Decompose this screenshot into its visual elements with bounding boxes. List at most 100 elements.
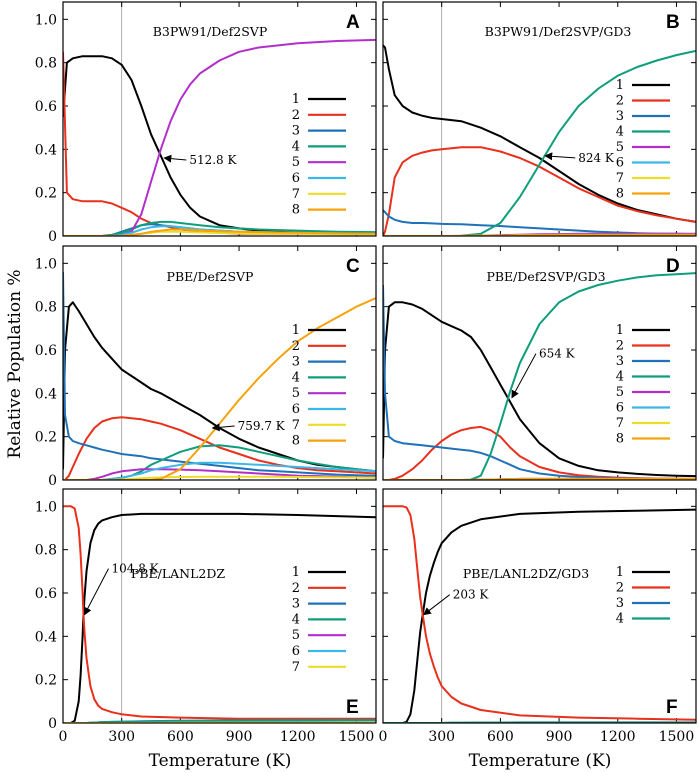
x-tick-label: 1200 [600, 729, 636, 745]
annotation-arrow [511, 353, 537, 399]
y-tick-label: 0.6 [35, 586, 57, 602]
legend-label-4: 4 [292, 139, 300, 154]
series-group [383, 505, 696, 723]
x-tick-label: 0 [379, 729, 388, 745]
series-group [63, 271, 376, 480]
series-line-2 [383, 505, 696, 721]
legend-label-6: 6 [292, 644, 300, 659]
annotation-arrow [422, 594, 451, 616]
annotation-arrow [211, 423, 235, 432]
y-tick-label: 0.4 [35, 386, 57, 402]
panel-A: 0 0.2 0.4 0.6 0.8 1.0 B3PW91/Def2SVP A 512.8 K 12… [35, 1, 377, 245]
x-axis-label-left: Temperature (K) [149, 751, 292, 771]
legend-label-3: 3 [292, 124, 300, 139]
legend-label-8: 8 [616, 187, 624, 202]
annotation-label: 759.7 K [238, 419, 286, 433]
legend-label-1: 1 [292, 565, 300, 580]
legend-label-8: 8 [292, 203, 300, 218]
x-tick-label: 1500 [659, 729, 695, 745]
x-tick-label: 600 [167, 729, 194, 745]
series-line-3 [63, 271, 376, 477]
legend-label-5: 5 [616, 140, 624, 155]
series-line-1 [383, 44, 696, 223]
legend-label-1: 1 [616, 323, 624, 338]
legend-label-3: 3 [616, 354, 624, 369]
legend-label-8: 8 [292, 434, 300, 449]
legend-label-2: 2 [616, 581, 624, 596]
legend-label-7: 7 [292, 660, 300, 675]
series-group [63, 38, 376, 236]
x-tick-label: 600 [487, 729, 514, 745]
series-line-8 [63, 297, 376, 480]
y-tick-label: 1.0 [35, 499, 57, 515]
legend-label-7: 7 [292, 187, 300, 202]
y-tick-label: 0 [48, 229, 57, 245]
y-tick-label: 0.8 [35, 543, 57, 559]
y-tick-label: 0.6 [35, 343, 57, 359]
legend-label-5: 5 [616, 385, 624, 400]
series-line-2 [63, 416, 376, 480]
x-tick-label: 1200 [280, 729, 316, 745]
y-tick-label: 0 [48, 473, 57, 489]
series-line-4 [383, 272, 696, 480]
series-line-4 [63, 444, 376, 480]
legend-label-7: 7 [616, 416, 624, 431]
panel-letter: F [666, 697, 678, 718]
legend-label-3: 3 [292, 597, 300, 612]
legend-label-8: 8 [616, 432, 624, 447]
method-label: B3PW91/Def2SVP/GD3 [485, 24, 632, 39]
legend-label-5: 5 [292, 628, 300, 643]
x-axis-label-right: Temperature (K) [469, 751, 612, 771]
series-line-1 [63, 512, 376, 723]
panel-C: 0 0.2 0.4 0.6 0.8 1.0 PBE/Def2SVP C 759.7 K 12345… [35, 245, 377, 489]
method-label: PBE/Def2SVP [167, 269, 254, 284]
x-tick-label: 900 [546, 729, 573, 745]
panel-letter: A [346, 12, 360, 33]
series-line-1 [383, 301, 696, 478]
legend-label-2: 2 [616, 339, 624, 354]
y-tick-label: 0.4 [35, 629, 57, 645]
method-label: B3PW91/Def2SVP [153, 24, 268, 39]
legend-label-6: 6 [616, 401, 624, 416]
annotation-arrow [544, 152, 576, 161]
y-axis-label: Relative Population % [5, 269, 25, 458]
legend-label-7: 7 [292, 418, 300, 433]
series-group [383, 44, 696, 236]
legend-label-4: 4 [292, 612, 300, 627]
y-tick-label: 1.0 [35, 12, 57, 28]
plot-frame [62, 245, 377, 481]
legend-label-6: 6 [616, 156, 624, 171]
annotation-label: 654 K [539, 347, 576, 361]
series-line-1 [63, 55, 376, 234]
legend-label-4: 4 [616, 370, 624, 385]
panel-F: 0 300 600 900 1200 1500 PBE/LANL2DZ/GD3 F 203 K 1… [379, 488, 697, 745]
annotation-arrow [84, 568, 109, 616]
panel-E: 0 0.2 0.4 0.6 0.8 1.0 0 300 600 900 1200 1500 PBE/LA… [35, 488, 377, 745]
y-tick-label: 0.2 [35, 673, 57, 689]
series-line-1 [383, 508, 696, 723]
panel-letter: C [346, 256, 360, 277]
legend-label-4: 4 [616, 612, 624, 627]
legend-label-2: 2 [292, 581, 300, 596]
y-tick-label: 0 [48, 716, 57, 732]
y-tick-label: 0.4 [35, 142, 57, 158]
panel-letter: D [666, 256, 680, 277]
plot-frame [62, 488, 377, 724]
series-line-6 [63, 461, 376, 480]
y-tick-label: 1.0 [35, 256, 57, 272]
legend-label-2: 2 [292, 108, 300, 123]
series-line-5 [63, 468, 376, 480]
y-tick-label: 0.8 [35, 56, 57, 72]
legend-label-6: 6 [292, 171, 300, 186]
y-tick-label: 0.6 [35, 99, 57, 115]
legend-label-1: 1 [292, 323, 300, 338]
panel-letter: B [666, 12, 680, 33]
plot-frame [382, 488, 697, 724]
series-line-2 [63, 505, 376, 720]
